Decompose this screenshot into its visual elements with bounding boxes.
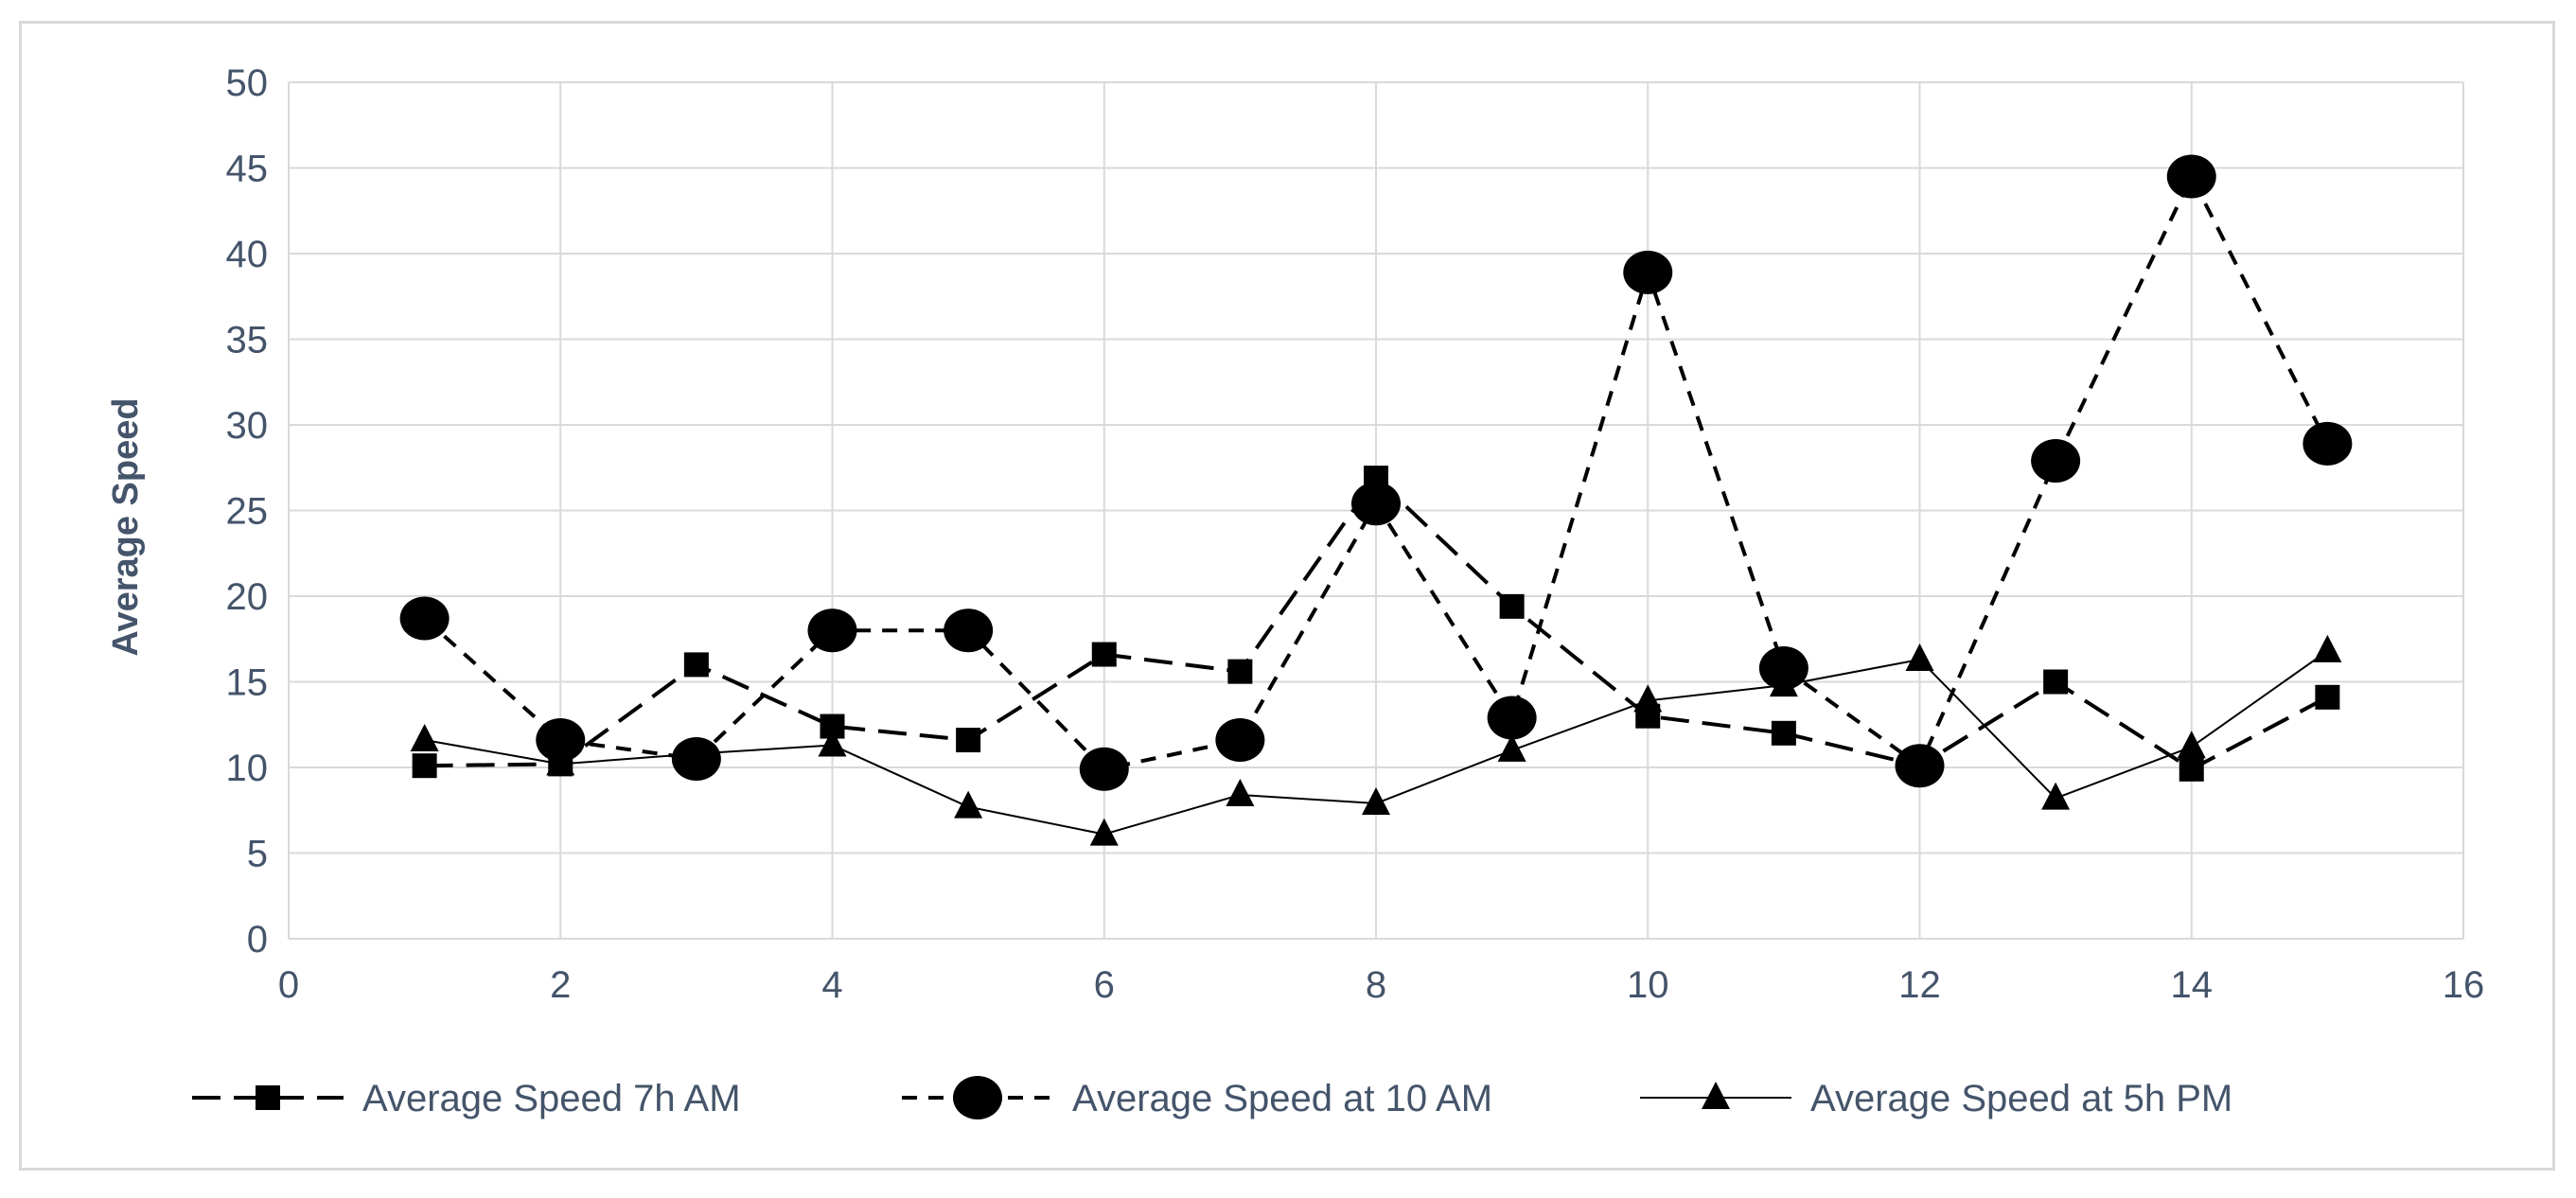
x-tick-label: 14 (2171, 964, 2214, 1006)
data-point-circle (1215, 718, 1265, 763)
legend-item: Average Speed 7h AM (192, 1078, 741, 1119)
data-point-circle (1895, 744, 1945, 788)
data-point-square (1091, 642, 1117, 667)
legend-label: Average Speed at 5h PM (1810, 1078, 2232, 1119)
x-tick-label: 2 (550, 964, 571, 1006)
legend: Average Speed 7h AM Average Speed at 10 A… (192, 1076, 2232, 1119)
data-point-triangle (2041, 782, 2071, 810)
x-tick-label: 0 (278, 964, 299, 1006)
legend-label: Average Speed at 10 AM (1072, 1078, 1492, 1119)
data-point-circle (2166, 154, 2216, 199)
data-point-circle (399, 596, 450, 641)
data-point-triangle (2177, 731, 2206, 759)
data-point-triangle (954, 790, 983, 819)
data-point-square (412, 753, 437, 779)
data-point-square (2043, 669, 2069, 695)
data-point-circle (1758, 646, 1808, 691)
x-tick-label: 8 (1366, 964, 1386, 1006)
data-point-square (2179, 756, 2204, 782)
data-point-triangle (1905, 643, 1934, 671)
y-tick-label: 20 (226, 576, 269, 618)
data-point-triangle (2313, 634, 2342, 662)
y-tick-label: 0 (247, 919, 268, 960)
data-point-square (1499, 593, 1525, 619)
series-markers (399, 154, 2353, 846)
y-tick-label: 40 (226, 234, 269, 275)
y-tick-label: 50 (226, 62, 269, 104)
data-point-triangle (818, 729, 847, 757)
y-tick-label: 5 (247, 834, 268, 875)
x-tick-label: 16 (2443, 964, 2485, 1006)
y-tick-label: 30 (226, 405, 269, 447)
data-point-triangle (1497, 733, 1526, 762)
data-point-square (1227, 659, 1253, 684)
data-point-circle (536, 718, 586, 763)
y-tick-label: 10 (226, 748, 269, 789)
data-point-circle (807, 608, 857, 653)
x-tick-label: 6 (1094, 964, 1115, 1006)
legend-item: Average Speed at 5h PM (1640, 1078, 2232, 1119)
data-point-triangle (1362, 787, 1390, 816)
data-point-square (956, 728, 981, 753)
legend-square-marker (256, 1085, 280, 1110)
data-point-circle (2303, 421, 2353, 466)
y-tick-label: 15 (226, 662, 269, 704)
legend-item: Average Speed at 10 AM (902, 1076, 1492, 1119)
line-chart: 0 5 10 15 20 25 30 35 40 45 50 0 2 4 6 8 10 12 14 16 Averag… (106, 62, 2485, 1119)
data-point-square (2315, 684, 2340, 710)
x-tick-label: 10 (1627, 964, 1669, 1006)
data-point-circle (944, 608, 994, 653)
legend-triangle-marker (1702, 1082, 1730, 1109)
data-point-circle (1623, 250, 1673, 294)
data-point-circle (1079, 747, 1129, 791)
y-tick-label: 45 (226, 149, 269, 190)
data-point-circle (671, 736, 721, 781)
data-point-circle (1351, 482, 1401, 526)
legend-circle-marker (953, 1076, 1002, 1119)
data-point-square (820, 714, 845, 739)
y-axis-title: Average Speed (106, 397, 146, 656)
y-tick-label: 35 (226, 320, 269, 361)
data-point-circle (1487, 696, 1537, 740)
data-point-square (1771, 720, 1796, 746)
axes: 0 5 10 15 20 25 30 35 40 45 50 0 2 4 6 8 10 12 14 16 (226, 62, 2485, 1006)
data-point-triangle (410, 724, 439, 752)
x-tick-label: 4 (821, 964, 842, 1006)
legend-label: Average Speed 7h AM (362, 1078, 741, 1119)
data-point-square (1635, 703, 1661, 729)
data-point-triangle (1226, 778, 1255, 806)
data-point-circle (2031, 439, 2081, 484)
data-point-triangle (1089, 818, 1119, 846)
x-tick-label: 12 (1898, 964, 1941, 1006)
data-point-square (683, 652, 709, 678)
y-tick-label: 25 (226, 491, 269, 533)
chart-frame: 0 5 10 15 20 25 30 35 40 45 50 0 2 4 6 8 10 12 14 16 Averag… (19, 21, 2555, 1171)
